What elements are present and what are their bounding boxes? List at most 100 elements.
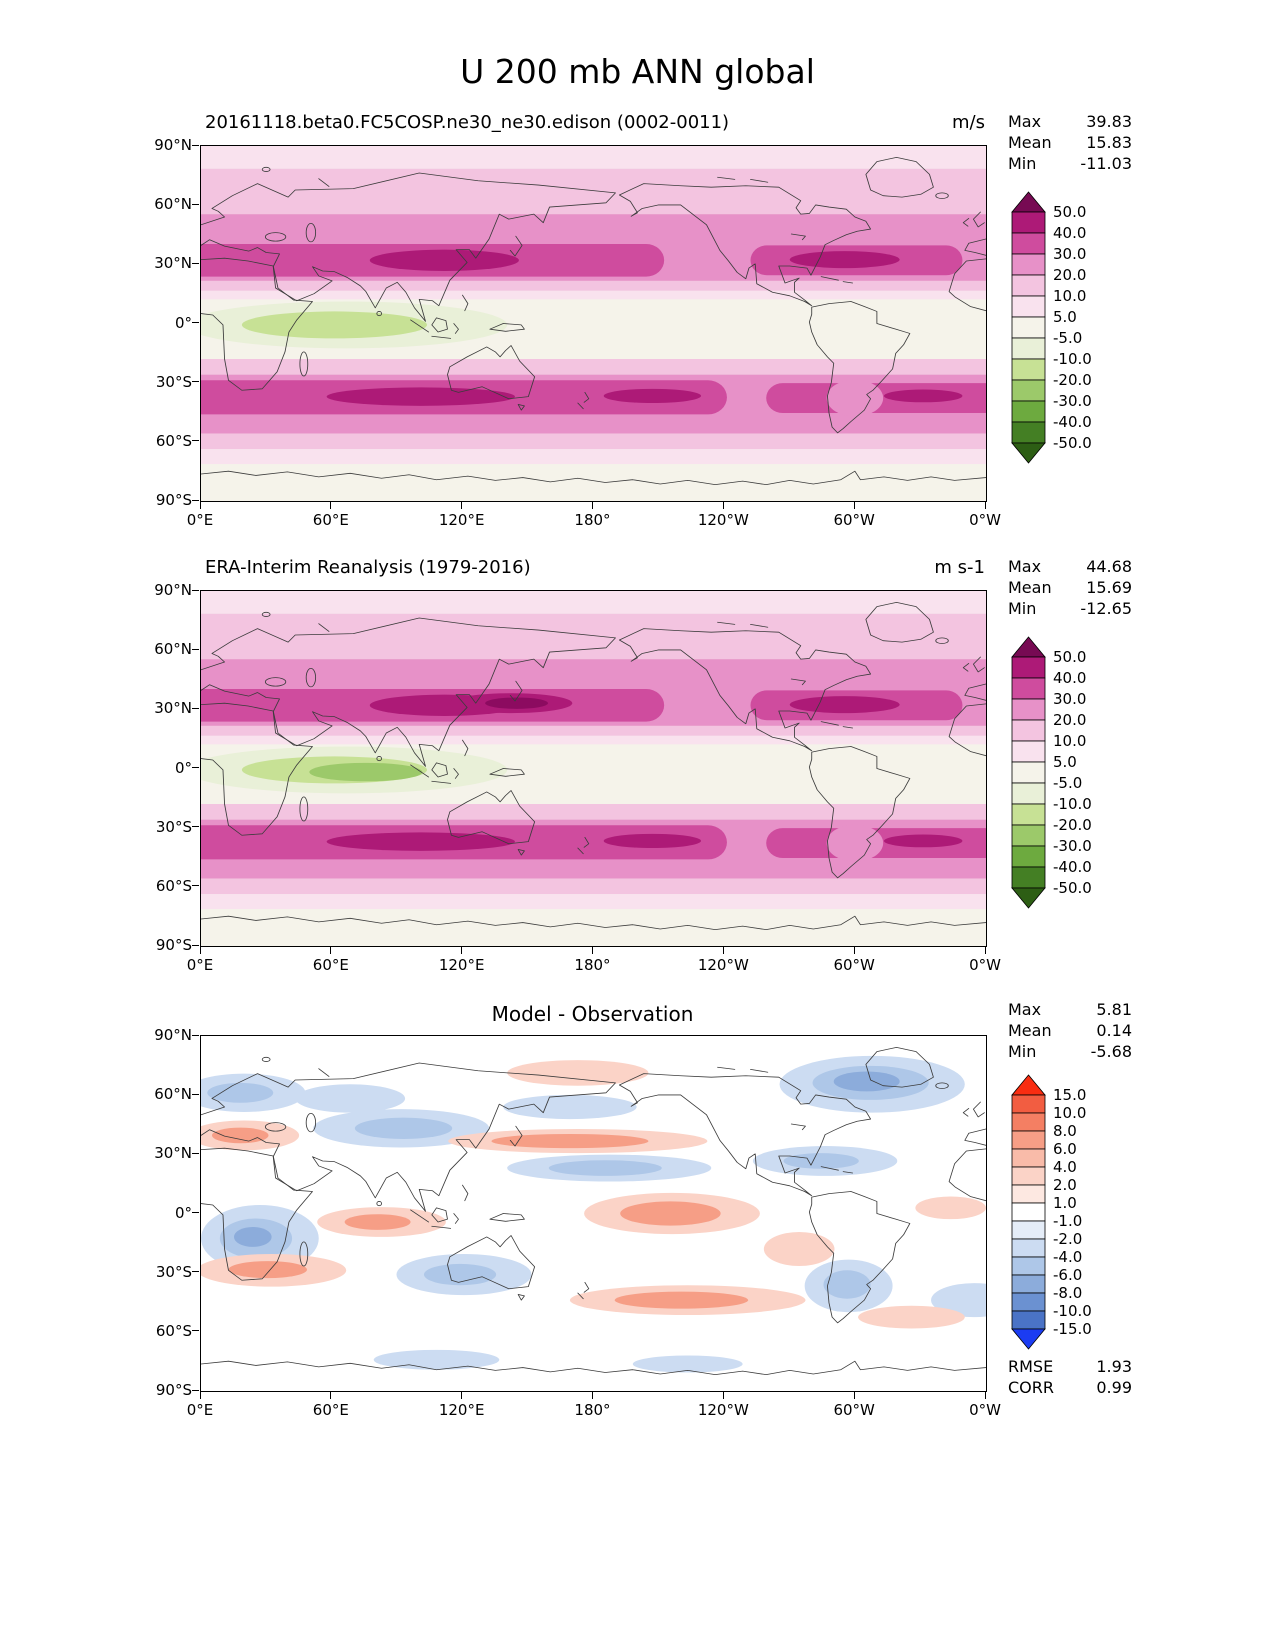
colorbar-tick-label: 5.0 <box>1053 753 1077 771</box>
observation-map <box>200 590 987 947</box>
axis-tick <box>461 947 463 954</box>
lon-tick-label: 180° <box>574 956 611 974</box>
panel3-subtitle: Model - Observation <box>491 1002 694 1026</box>
colorbar-segment <box>1011 421 1046 444</box>
axis-tick <box>199 947 201 954</box>
colorbar-segment <box>1011 1184 1046 1204</box>
stat-label: Max <box>1008 557 1042 576</box>
axis-tick <box>722 1392 724 1399</box>
axis-tick <box>192 648 199 650</box>
stat-value: 44.68 <box>1086 557 1132 576</box>
axis-tick <box>853 947 855 954</box>
colorbar-tick-label: -40.0 <box>1053 858 1092 876</box>
lon-tick-label: 120°E <box>438 1401 485 1419</box>
colorbar-segment <box>1011 400 1046 423</box>
colorbar-tick-label: -2.0 <box>1053 1230 1083 1248</box>
axis-tick <box>330 1392 332 1399</box>
axis-tick <box>199 1392 201 1399</box>
colorbar-segment <box>1011 1274 1046 1294</box>
lon-tick-label: 0°E <box>186 956 214 974</box>
colorbar-segment <box>1011 1148 1046 1168</box>
lon-tick-label: 180° <box>574 511 611 529</box>
colorbar-segment <box>1011 358 1046 381</box>
lon-tick-label: 120°E <box>438 511 485 529</box>
lat-tick-label: 60°N <box>154 195 192 214</box>
colorbar-segment <box>1011 1292 1046 1312</box>
colorbar-tick-label: 1.0 <box>1053 1194 1077 1212</box>
panel1-subtitle: 20161118.beta0.FC5COSP.ne30_ne30.edison … <box>205 112 730 133</box>
lon-tick-label: 120°E <box>438 956 485 974</box>
stat-value: -11.03 <box>1080 154 1132 173</box>
panel3-metrics: RMSE 1.93 CORR 0.99 <box>1008 1356 1132 1398</box>
colorbar-segment <box>1011 1220 1046 1240</box>
lon-tick-label: 60°E <box>312 511 349 529</box>
axis-tick <box>722 502 724 509</box>
lat-tick-label: 90°N <box>154 136 192 154</box>
colorbar-segment <box>1011 337 1046 360</box>
colorbar-tick-label: 2.0 <box>1053 1176 1077 1194</box>
lat-tick-label: 0° <box>174 313 192 332</box>
difference-map-canvas <box>201 1036 986 1391</box>
axis-tick <box>592 502 593 509</box>
colorbar-segment <box>1011 316 1046 339</box>
colorbar-tick-label: -40.0 <box>1053 413 1092 431</box>
lat-tick-label: 90°S <box>155 491 192 509</box>
colorbar-tick-label: -30.0 <box>1053 837 1092 855</box>
stat-label: Mean <box>1008 1021 1052 1040</box>
lon-tick-label: 120°W <box>697 1401 749 1419</box>
stat-label: Max <box>1008 1000 1042 1019</box>
lon-tick-label: 60°W <box>833 511 875 529</box>
colorbar-tick-label: 30.0 <box>1053 690 1087 708</box>
colorbar-segment <box>1011 656 1046 679</box>
stat-value: 15.69 <box>1086 578 1132 597</box>
colorbar-segment <box>1011 1238 1046 1258</box>
lat-tick-label: 30°N <box>154 699 192 718</box>
colorbar-segment <box>1011 379 1046 402</box>
colorbar-tick-label: 20.0 <box>1053 711 1087 729</box>
axis-tick <box>192 203 199 205</box>
lon-tick-label: 0°W <box>969 1401 1001 1419</box>
lat-tick-label: 60°S <box>155 431 192 450</box>
colorbar-cap <box>1011 442 1046 464</box>
lon-tick-label: 60°W <box>833 1401 875 1419</box>
colorbar-tick-label: 8.0 <box>1053 1122 1077 1140</box>
colorbar-tick-label: 10.0 <box>1053 287 1087 305</box>
axis-tick <box>192 944 199 946</box>
colorbar-tick-label: -10.0 <box>1053 795 1092 813</box>
metric-label: CORR <box>1008 1378 1054 1397</box>
lon-tick-label: 60°W <box>833 956 875 974</box>
colorbar-segment <box>1011 1256 1046 1276</box>
colorbar-segment <box>1011 761 1046 784</box>
colorbar-tick-label: -15.0 <box>1053 1320 1092 1338</box>
lat-tick-label: 30°S <box>155 1262 192 1281</box>
colorbar-segment <box>1011 274 1046 297</box>
colorbar-tick-label: 10.0 <box>1053 732 1087 750</box>
colorbar-segment <box>1011 740 1046 763</box>
colorbar-tick-label: -50.0 <box>1053 434 1092 452</box>
metric-value: 0.99 <box>1096 1378 1132 1397</box>
colorbar-tick-label: -50.0 <box>1053 879 1092 897</box>
colorbar-tick-label: 5.0 <box>1053 308 1077 326</box>
stat-value: 0.14 <box>1096 1021 1132 1040</box>
axis-tick <box>592 947 593 954</box>
lat-tick-label: 90°S <box>155 936 192 954</box>
stat-label: Min <box>1008 599 1037 618</box>
panel3-stats: Max 5.81 Mean 0.14 Min -5.68 <box>1008 999 1132 1062</box>
colorbar-tick-label: 20.0 <box>1053 266 1087 284</box>
stat-value: -5.68 <box>1090 1042 1132 1061</box>
stat-label: Mean <box>1008 133 1052 152</box>
panel2-subtitle: ERA-Interim Reanalysis (1979-2016) <box>205 557 531 578</box>
stat-label: Mean <box>1008 578 1052 597</box>
lon-tick-label: 180° <box>574 1401 611 1419</box>
colorbar-tick-label: -1.0 <box>1053 1212 1083 1230</box>
axis-tick <box>853 1392 855 1399</box>
colorbar-tick-label: -20.0 <box>1053 371 1092 389</box>
colorbar-tick-label: -5.0 <box>1053 774 1083 792</box>
colorbar-segment <box>1011 253 1046 276</box>
lon-tick-label: 120°W <box>697 511 749 529</box>
lat-tick-label: 60°N <box>154 640 192 659</box>
colorbar-cap <box>1011 887 1046 909</box>
colorbar-segment <box>1011 803 1046 826</box>
panel1-stats: Max 39.83 Mean 15.83 Min -11.03 <box>1008 111 1132 174</box>
